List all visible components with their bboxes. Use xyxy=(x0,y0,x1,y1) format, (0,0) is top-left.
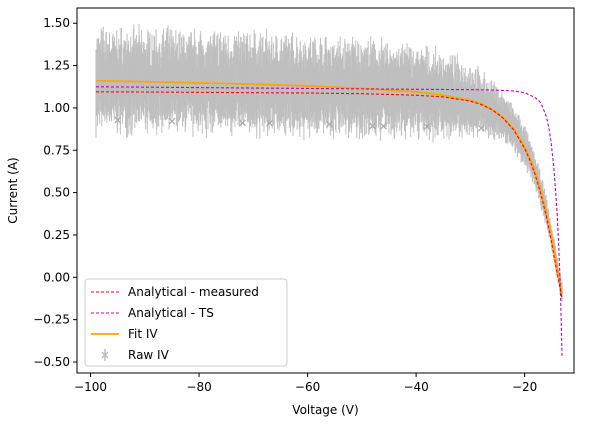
x-tick-label: −40 xyxy=(403,380,428,394)
raw-iv-layer xyxy=(95,23,563,303)
x-tick-label: −80 xyxy=(186,380,211,394)
legend-label: Raw IV xyxy=(128,348,170,362)
x-axis-ticks: −100 −80 −60 −40 −20 xyxy=(74,373,537,394)
raw-iv-marker xyxy=(168,117,176,125)
raw-iv-marker xyxy=(325,120,333,128)
raw-iv-marker xyxy=(239,119,246,127)
legend-label: Fit IV xyxy=(128,327,158,341)
raw-iv-marker xyxy=(114,116,122,124)
y-tick-label: 1.00 xyxy=(43,101,70,115)
x-tick-label: −60 xyxy=(295,380,320,394)
y-tick-label: 0.50 xyxy=(43,186,70,200)
legend-marker-raw-iv xyxy=(101,351,109,359)
y-tick-label: −0.50 xyxy=(33,355,70,369)
x-tick-label: −20 xyxy=(512,380,537,394)
legend-box xyxy=(84,278,288,367)
legend: Analytical - measured Analytical - TS Fit … xyxy=(84,278,288,367)
raw-iv-marker xyxy=(380,122,387,130)
y-tick-label: 1.50 xyxy=(43,16,70,30)
y-axis-ticks: −0.50 −0.25 0.00 0.25 0.50 0.75 1.00 1.25 1.50 xyxy=(33,16,77,369)
series-line-analytical-measured xyxy=(95,91,563,298)
y-axis-label: Current (A) xyxy=(6,157,20,223)
x-axis-label: Voltage (V) xyxy=(292,403,358,417)
fit-lines-layer xyxy=(95,79,563,357)
raw-iv-marker xyxy=(423,123,431,131)
series-line-fit-iv xyxy=(95,79,563,295)
y-tick-label: 1.25 xyxy=(43,59,70,73)
y-tick-label: 0.25 xyxy=(43,228,70,242)
raw-iv-marker xyxy=(266,119,274,127)
plot-area-frame xyxy=(76,7,575,374)
legend-label: Analytical - measured xyxy=(128,285,259,299)
y-tick-label: 0.75 xyxy=(43,143,70,157)
x-tick-label: −100 xyxy=(74,380,107,394)
raw-iv-marker xyxy=(477,124,485,132)
raw-iv-marker xyxy=(369,122,377,130)
y-tick-label: 0.00 xyxy=(43,270,70,284)
y-tick-label: −0.25 xyxy=(33,313,70,327)
legend-label: Analytical - TS xyxy=(128,306,214,320)
series-line-analytical-ts xyxy=(95,86,563,357)
